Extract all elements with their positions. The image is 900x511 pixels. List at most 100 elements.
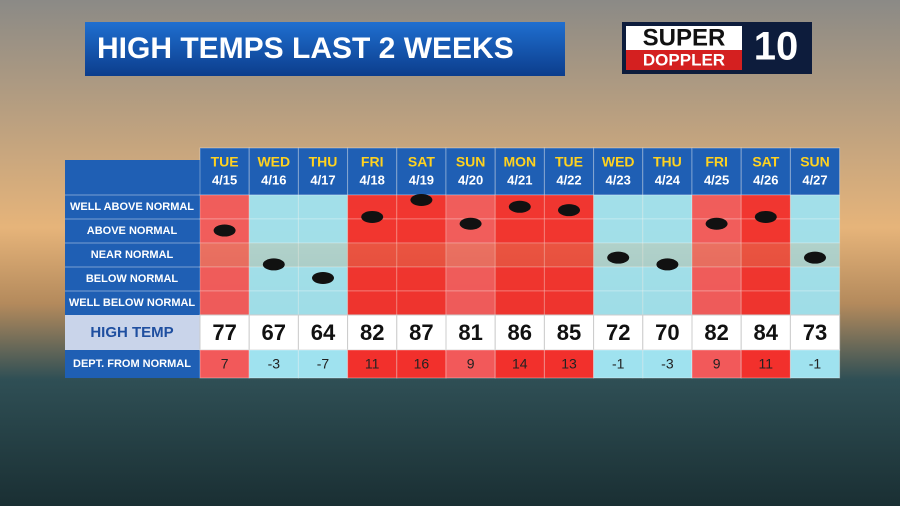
departure: 14 — [512, 356, 528, 372]
dot — [361, 210, 384, 223]
day: SUN — [456, 154, 486, 170]
cell — [543, 290, 595, 316]
day: TUE — [555, 154, 583, 170]
departure: -7 — [317, 356, 330, 372]
cell — [691, 242, 742, 268]
departure: 9 — [467, 356, 475, 372]
day: WED — [257, 154, 290, 170]
row-label: NEAR NORMAL — [91, 249, 174, 261]
row-label: ABOVE NORMAL — [87, 225, 178, 237]
cell — [347, 290, 398, 316]
cell — [445, 242, 496, 268]
high-temp: 73 — [803, 320, 827, 345]
day: THU — [653, 154, 682, 170]
header-cell — [199, 147, 250, 196]
date: 4/17 — [310, 172, 335, 187]
cell — [199, 242, 250, 268]
high-cell — [740, 314, 791, 351]
dept-cell — [642, 349, 693, 379]
header-cell — [494, 147, 545, 196]
cell — [445, 266, 496, 292]
dept-cell — [297, 349, 349, 379]
dot — [558, 204, 580, 217]
dot — [410, 194, 433, 206]
dot — [705, 217, 728, 230]
departure: -1 — [612, 356, 625, 372]
day: THU — [309, 154, 338, 170]
date: 4/18 — [360, 172, 385, 187]
date: 4/16 — [261, 172, 286, 187]
high-temp: 82 — [360, 320, 384, 345]
cell — [740, 218, 791, 244]
header-cell — [789, 147, 841, 196]
cell — [642, 290, 693, 316]
high-cell — [593, 314, 644, 351]
high-temp: 81 — [458, 320, 482, 345]
date: 4/15 — [212, 172, 237, 187]
header-cell — [347, 147, 398, 196]
dot — [459, 217, 482, 230]
cell — [740, 266, 791, 292]
high-temp: 72 — [606, 320, 630, 345]
cell — [543, 218, 595, 244]
dot — [804, 251, 826, 264]
cell — [199, 290, 250, 316]
high-cell — [789, 314, 841, 351]
cell — [593, 218, 644, 244]
day: FRI — [361, 154, 384, 170]
dot — [656, 258, 679, 271]
high-cell — [445, 314, 496, 351]
date: 4/20 — [458, 172, 483, 187]
dot — [754, 210, 777, 223]
cell — [691, 266, 742, 292]
cell — [691, 194, 742, 220]
row-label: BELOW NORMAL — [86, 273, 179, 285]
dept-cell — [593, 349, 644, 379]
cell — [297, 194, 349, 220]
high-temp: 85 — [557, 320, 581, 345]
header-cell — [691, 147, 742, 196]
header-cell — [297, 147, 349, 196]
header-cell — [396, 147, 447, 196]
logo-line1: SUPER — [643, 24, 726, 51]
high-temp: 77 — [212, 320, 236, 345]
high-temp: 87 — [409, 320, 433, 345]
cell — [494, 290, 545, 316]
cell — [445, 194, 496, 220]
date: 4/25 — [704, 172, 729, 187]
cell — [642, 194, 693, 220]
dot — [213, 224, 236, 237]
departure: 7 — [221, 356, 229, 372]
title-bar — [85, 22, 565, 76]
cell — [396, 242, 447, 268]
cell — [494, 266, 545, 292]
departure: 16 — [414, 356, 430, 372]
departure: -1 — [809, 356, 822, 372]
header-cell — [543, 147, 595, 196]
cell — [789, 194, 841, 220]
date: 4/24 — [655, 172, 681, 187]
day: TUE — [211, 154, 239, 170]
high-label-bg — [65, 315, 200, 350]
dot — [607, 251, 630, 264]
day: SAT — [752, 154, 779, 170]
departure: 11 — [759, 356, 774, 372]
high-label: HIGH TEMP — [90, 324, 173, 341]
logo: SUPER DOPPLER 10 — [622, 22, 812, 74]
cell — [593, 290, 644, 316]
high-temp: 70 — [655, 320, 679, 345]
high-cell — [642, 314, 693, 351]
departure: -3 — [661, 356, 674, 372]
cell — [199, 266, 250, 292]
cell — [789, 266, 841, 292]
header-cell — [740, 147, 791, 196]
date: 4/19 — [409, 172, 434, 187]
high-cell — [199, 314, 250, 351]
high-temp: 67 — [262, 320, 286, 345]
cell — [248, 290, 299, 316]
dept-cell — [396, 349, 447, 379]
dept-cell — [543, 349, 595, 379]
row-label: WELL ABOVE NORMAL — [70, 201, 194, 213]
high-cell — [494, 314, 545, 351]
